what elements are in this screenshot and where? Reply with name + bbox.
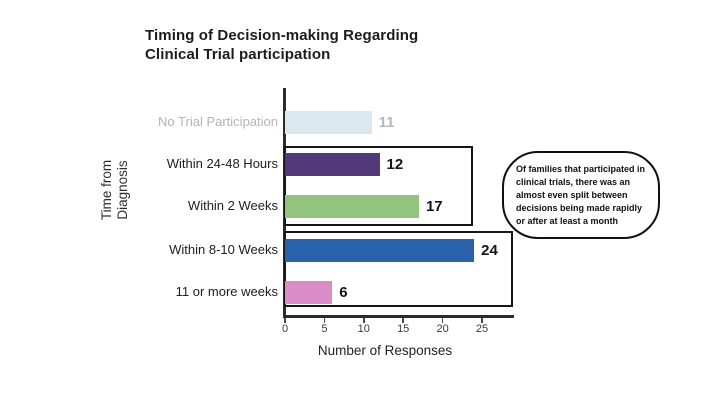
chart-title: Timing of Decision-making Regarding Clin… [145,27,419,63]
tick-mark [441,317,444,323]
y-axis-label: Time from Diagnosis [99,159,130,221]
tick-mark [402,317,404,323]
category-label: Within 8-10 Weeks [169,242,278,257]
value-label: 17 [425,197,443,215]
bar [285,152,380,176]
tick-label: 20 [436,323,449,335]
value-label: 24 [481,241,498,259]
value-label: 12 [386,155,404,173]
annotation-bubble: Of families that participated in clinica… [502,151,660,239]
tick-mark [363,317,365,323]
bar [285,194,419,218]
category-label: 11 or more weeks [175,284,278,299]
x-axis-title: Number of Responses [317,343,453,358]
category-label: Within 24-48 Hours [166,156,278,171]
bar [285,110,372,134]
tick-mark [284,317,286,323]
annotation-text: Of families that participated in clinica… [516,164,646,226]
value-label: 6 [339,283,348,301]
tick-label: 5 [321,323,328,335]
tick-mark [323,317,326,323]
x-axis-line [283,315,514,318]
group-box-rapid-decisions [284,146,473,226]
tick-label: 10 [357,323,370,335]
tick-label: 15 [397,323,410,335]
group-box-delayed-decisions [284,231,513,307]
tick-label: 25 [475,323,489,335]
value-label: 11 [378,113,395,131]
bar [285,238,475,262]
tick-mark [481,317,483,323]
bar [285,280,333,304]
tick-label: 0 [281,323,289,335]
category-label: Within 2 Weeks [187,198,278,213]
category-label: No Trial Participation [158,114,278,129]
